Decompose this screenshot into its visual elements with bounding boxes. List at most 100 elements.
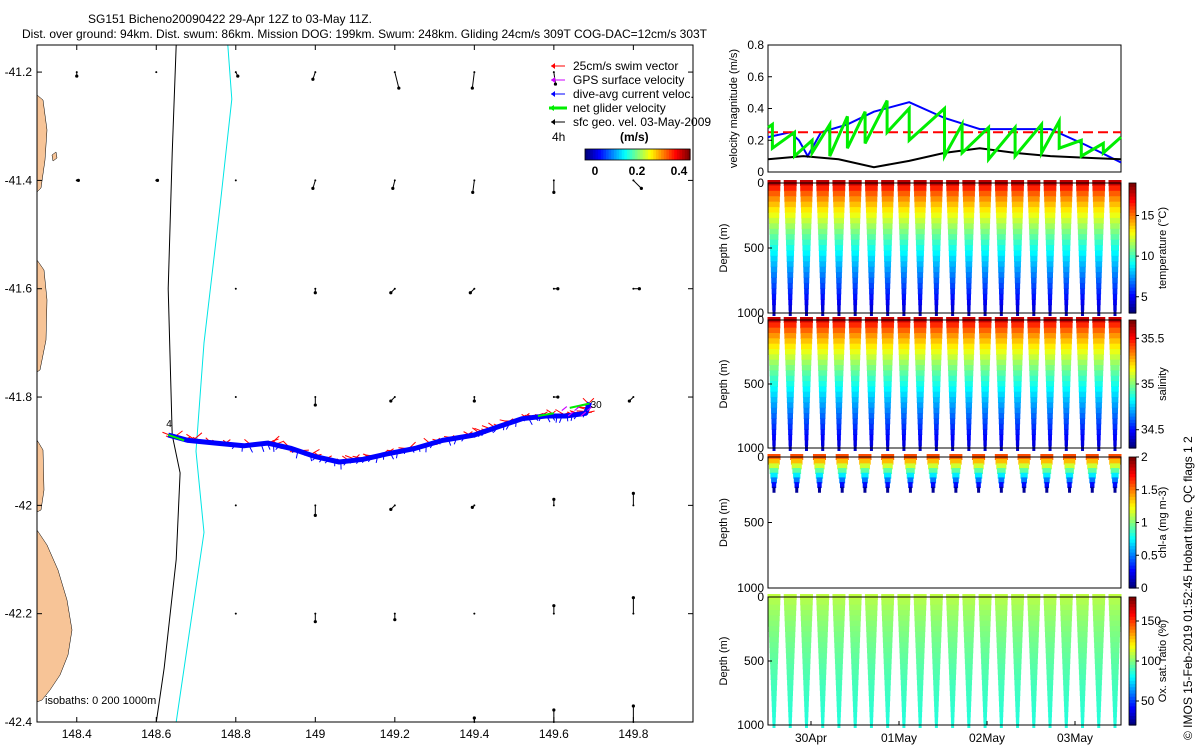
- map-colorbar-tick-label: 0: [592, 164, 599, 178]
- velocity-y-axis-label: velocity magnitude (m/s): [728, 49, 740, 168]
- section-data-point: [996, 365, 1006, 371]
- section-data-point: [794, 482, 799, 489]
- section-data-point: [768, 217, 780, 224]
- section-data-point: [1092, 322, 1106, 329]
- gps-velocity-mark: [586, 406, 593, 412]
- section-data-point: [930, 615, 943, 622]
- section-data-point: [883, 250, 892, 257]
- section-colorbar-cell: [1129, 616, 1136, 620]
- section-data-point: [834, 658, 843, 664]
- section-data-point: [883, 663, 892, 670]
- section-data-point: [1044, 212, 1056, 219]
- section-data-point: [786, 674, 794, 680]
- section-data-point: [770, 402, 778, 409]
- section-data-point: [850, 636, 861, 643]
- section-data-point: [1080, 439, 1085, 446]
- section-data-point: [1060, 207, 1072, 214]
- section-data-point: [850, 354, 861, 361]
- section-data-point: [930, 477, 937, 484]
- section-data-point: [901, 413, 907, 419]
- section-data-point: [787, 418, 793, 425]
- section-data-point: [840, 486, 844, 493]
- section-y-axis-label: Depth (m): [718, 637, 730, 686]
- section-data-point: [965, 386, 973, 393]
- section-data-point: [881, 196, 894, 203]
- section-data-point: [800, 327, 813, 334]
- section-data-point: [917, 423, 923, 430]
- section-colorbar-cell: [1129, 565, 1136, 569]
- section-data-point: [804, 293, 809, 300]
- section-data-point: [982, 684, 989, 691]
- section-data-point: [836, 458, 848, 465]
- section-data-point: [963, 631, 974, 638]
- section-data-point: [1030, 402, 1037, 409]
- map-colorbar-cell: [603, 149, 607, 160]
- dive-avg-current-vector: [429, 442, 434, 449]
- section-data-point: [1080, 434, 1085, 441]
- section-data-point: [917, 413, 923, 419]
- section-data-point: [869, 700, 874, 707]
- map-colorbar-cell: [595, 149, 599, 160]
- geo-vector-head: [311, 186, 315, 190]
- section-data-point: [885, 716, 890, 723]
- section-data-point: [1011, 196, 1024, 203]
- section-colorbar-cell: [1129, 257, 1136, 262]
- section-data-point: [997, 255, 1005, 262]
- section-data-point: [948, 245, 957, 251]
- section-data-point: [901, 299, 906, 306]
- section-colorbar-cell: [1129, 300, 1136, 304]
- section-x-tick-label: 03May: [1057, 731, 1093, 745]
- section-data-point: [835, 402, 843, 409]
- section-data-point: [1095, 684, 1102, 691]
- section-data-point: [881, 610, 894, 616]
- map-colorbar-cell: [650, 149, 654, 160]
- section-data-point: [997, 250, 1006, 257]
- section-data-point: [884, 266, 891, 273]
- section-data-point: [899, 658, 908, 664]
- section-data-point: [1079, 282, 1086, 289]
- section-data-point: [816, 604, 829, 611]
- section-data-point: [916, 391, 924, 398]
- dive-avg-current-vector: [266, 442, 271, 450]
- section-data-point: [850, 234, 860, 241]
- section-data-point: [849, 207, 861, 214]
- section-data-point: [1109, 610, 1121, 616]
- section-data-point: [897, 322, 911, 329]
- section-data-point: [1095, 272, 1102, 279]
- section-data-point: [852, 690, 858, 696]
- section-data-point: [1112, 272, 1118, 279]
- section-data-point: [901, 418, 907, 425]
- section-data-point: [949, 397, 956, 403]
- section-data-point: [835, 255, 843, 262]
- section-data-point: [916, 381, 925, 387]
- map-colorbar-cell: [682, 149, 686, 160]
- section-data-point: [769, 375, 779, 382]
- section-data-point: [947, 365, 958, 371]
- section-data-point: [835, 684, 842, 691]
- section-data-point: [834, 642, 844, 648]
- velocity-y-tick-label: 0: [757, 165, 764, 179]
- section-colorbar-cell: [1129, 296, 1136, 301]
- geo-vector-origin: [234, 287, 237, 290]
- section-data-point: [998, 418, 1004, 425]
- section-data-point: [963, 620, 975, 627]
- section-data-point: [1096, 695, 1102, 702]
- section-data-point: [881, 599, 894, 606]
- section-data-point: [1078, 239, 1087, 246]
- section-data-point: [915, 375, 925, 382]
- legend-label: dive-avg current veloc.: [573, 87, 694, 101]
- section-data-point: [947, 349, 958, 355]
- section-data-point: [915, 647, 925, 654]
- section-data-point: [884, 407, 891, 414]
- section-y-tick-label: 0: [757, 313, 764, 327]
- section-data-point: [1096, 434, 1101, 441]
- section-data-point: [980, 354, 991, 361]
- section-data-point: [913, 185, 927, 192]
- section-data-point: [885, 439, 890, 446]
- section-data-point: [965, 668, 973, 675]
- section-data-point: [983, 716, 987, 723]
- map-y-tick-label: -41.6: [5, 282, 33, 296]
- section-y-tick-label: 0: [757, 176, 764, 190]
- section-data-point: [1063, 413, 1070, 419]
- section-data-point: [885, 434, 890, 441]
